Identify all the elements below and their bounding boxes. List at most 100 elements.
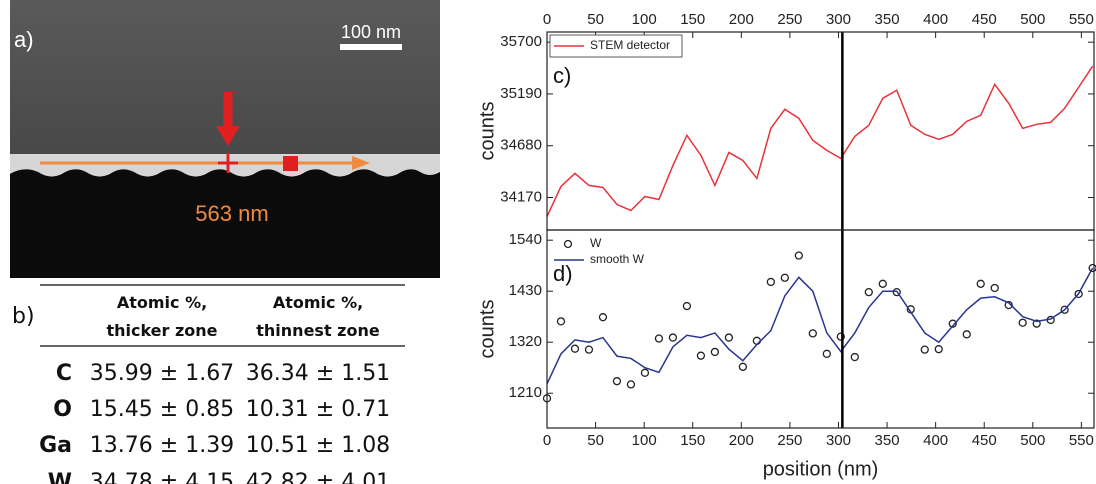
square-marker <box>283 156 298 171</box>
column-header: thinnest zone <box>256 321 380 340</box>
x-tick-label: 500 <box>1020 11 1045 28</box>
data-point <box>851 354 858 361</box>
data-point <box>739 363 746 370</box>
x-tick-label: 300 <box>826 432 851 449</box>
element-label: O <box>53 397 72 422</box>
data-point <box>991 284 998 291</box>
data-point <box>557 318 564 325</box>
y-tick-label: 1320 <box>509 333 542 350</box>
data-point <box>711 348 718 355</box>
table-cell: 10.31 ± 0.71 <box>246 397 390 422</box>
data-point <box>697 352 704 359</box>
data-point <box>921 346 928 353</box>
y-tick-label: 1210 <box>509 384 542 401</box>
data-point <box>977 280 984 287</box>
element-label: C <box>56 361 72 386</box>
x-tick-label: 450 <box>972 432 997 449</box>
data-point <box>655 335 662 342</box>
column-header: Atomic %, <box>117 293 207 312</box>
x-tick-label: 0 <box>543 11 551 28</box>
scale-bar-label: 100 nm <box>341 22 401 42</box>
data-line <box>547 268 1093 384</box>
data-point <box>571 345 578 352</box>
x-tick-label: 100 <box>632 432 657 449</box>
page: { "image": {"panel": "a)", "scale_bar": … <box>0 0 1096 484</box>
x-tick-label: 550 <box>1069 11 1094 28</box>
element-label: W <box>48 470 72 484</box>
x-tick-label: 250 <box>777 11 802 28</box>
y-tick-label: 1540 <box>509 231 542 248</box>
data-point <box>627 381 634 388</box>
x-tick-label: 150 <box>680 432 705 449</box>
table-cell: 35.99 ± 1.67 <box>90 361 234 386</box>
data-point <box>599 314 606 321</box>
data-point <box>865 289 872 296</box>
panel-label: b) <box>12 304 35 329</box>
data-point <box>809 330 816 337</box>
data-point <box>781 274 788 281</box>
figure: a) 100 nm 563 nm b) Atomic %, thicker zo… <box>0 0 1096 484</box>
micrograph: a) 100 nm 563 nm <box>10 0 440 278</box>
data-point <box>935 346 942 353</box>
legend-label: smooth W <box>590 252 645 266</box>
data-point <box>753 337 760 344</box>
x-tick-label: 50 <box>587 11 604 28</box>
x-tick-label: 150 <box>680 11 705 28</box>
x-tick-label: 350 <box>875 432 900 449</box>
table-cell: 42.82 ± 4.01 <box>246 470 390 484</box>
column-header: thicker zone <box>106 321 217 340</box>
table-cell: 15.45 ± 0.85 <box>90 397 234 422</box>
data-point <box>683 303 690 310</box>
x-tick-label: 200 <box>729 432 754 449</box>
table-cell: 13.76 ± 1.39 <box>90 433 234 458</box>
x-tick-label: 350 <box>875 11 900 28</box>
y-tick-label: 1430 <box>509 282 542 299</box>
data-point <box>725 334 732 341</box>
x-tick-label: 550 <box>1069 432 1094 449</box>
table-cell: 10.51 ± 1.08 <box>246 433 390 458</box>
data-line <box>547 66 1093 216</box>
y-tick-label: 34170 <box>500 188 542 205</box>
composition-table: b) Atomic %, thicker zone Atomic %, thin… <box>12 285 405 484</box>
x-tick-label: 500 <box>1020 432 1045 449</box>
panel-label: d) <box>553 261 573 286</box>
table-body: C 35.99 ± 1.67 36.34 ± 1.51 O 15.45 ± 0.85 10… <box>39 361 390 484</box>
data-point <box>767 278 774 285</box>
x-tick-label: 400 <box>923 432 948 449</box>
y-axis-label: counts <box>476 300 498 359</box>
data-point <box>585 346 592 353</box>
data-point <box>795 252 802 259</box>
data-point <box>879 280 886 287</box>
legend-label: W <box>590 236 602 250</box>
y-tick-label: 35700 <box>500 33 542 50</box>
length-label: 563 nm <box>195 201 268 226</box>
column-header: Atomic %, <box>273 293 363 312</box>
data-point <box>963 331 970 338</box>
panel-label: a) <box>14 27 34 52</box>
data-point <box>641 369 648 376</box>
data-point <box>669 334 676 341</box>
x-tick-label: 100 <box>632 11 657 28</box>
data-point <box>613 378 620 385</box>
plot-frame <box>547 32 1094 230</box>
table-cell: 34.78 ± 4.15 <box>90 470 234 484</box>
y-tick-label: 34680 <box>500 137 542 154</box>
x-tick-label: 300 <box>826 11 851 28</box>
data-point <box>1019 319 1026 326</box>
x-tick-label: 250 <box>777 432 802 449</box>
y-axis-label: counts <box>476 102 498 161</box>
x-axis-label: position (nm) <box>763 458 879 480</box>
table-cell: 36.34 ± 1.51 <box>246 361 390 386</box>
x-tick-label: 200 <box>729 11 754 28</box>
x-tick-label: 400 <box>923 11 948 28</box>
x-tick-label: 450 <box>972 11 997 28</box>
x-tick-label: 0 <box>543 432 551 449</box>
data-point <box>823 350 830 357</box>
legend-swatch <box>565 241 572 248</box>
x-tick-label: 50 <box>587 432 604 449</box>
panel-label: c) <box>553 63 571 88</box>
y-tick-label: 35190 <box>500 85 542 102</box>
element-label: Ga <box>39 433 72 458</box>
legend-label: STEM detector <box>590 38 670 52</box>
